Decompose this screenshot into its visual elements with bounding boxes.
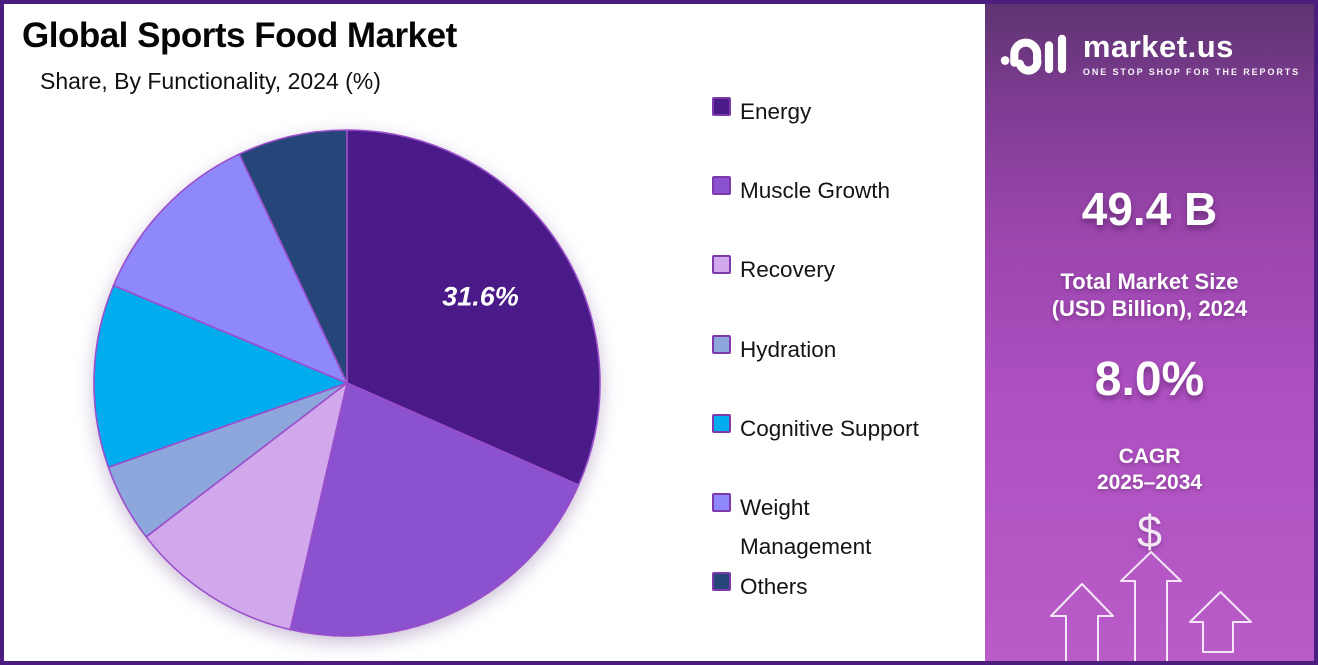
- pie-data-label-energy: 31.6%: [442, 281, 519, 311]
- legend-label: Recovery: [740, 257, 836, 282]
- sidebar: market.us ONE STOP SHOP FOR THE REPORTS …: [985, 4, 1314, 661]
- brand-tagline: ONE STOP SHOP FOR THE REPORTS: [1082, 67, 1301, 77]
- legend-swatch-cognitive-support: [712, 414, 731, 433]
- legend-item-energy: Energy: [712, 93, 811, 132]
- legend-label: Muscle Growth: [740, 178, 891, 203]
- legend-swatch-hydration: [712, 335, 731, 354]
- pie-slice-cognitive-support: [93, 284, 348, 468]
- legend-item-recovery: Recovery: [712, 251, 835, 290]
- legend-swatch-energy: [712, 97, 731, 116]
- legend-label: Hydration: [740, 337, 837, 362]
- legend-label: Others: [740, 574, 808, 599]
- market-size-value: 49.4 B: [1081, 183, 1218, 235]
- pie-chart: 31.6%: [93, 129, 601, 637]
- legend-label: Energy: [740, 99, 812, 124]
- legend-label: Cognitive Support: [740, 416, 919, 441]
- dollar-icon: $: [1136, 506, 1163, 557]
- pie-slice-weight-management: [112, 153, 348, 384]
- legend-item-cognitive-support: Cognitive Support: [712, 410, 919, 449]
- legend-item-weight-management: Weight Management: [712, 489, 871, 566]
- legend-item-others: Others: [712, 568, 808, 607]
- brand-name: market.us: [1082, 29, 1234, 64]
- legend: Energy Muscle Growth Recovery Hydration Cogn…: [712, 4, 987, 661]
- legend-item-muscle-growth: Muscle Growth: [712, 172, 890, 211]
- legend-swatch-muscle-growth: [712, 176, 731, 195]
- legend-item-hydration: Hydration: [712, 331, 836, 370]
- legend-label: Weight Management: [740, 495, 872, 559]
- pie-slice-others: [238, 129, 348, 384]
- legend-swatch-others: [712, 572, 731, 591]
- pie-slice-energy: [346, 129, 601, 486]
- marketus-logo-icon: [1000, 34, 1066, 75]
- legend-swatch-weight-management: [712, 493, 731, 512]
- pie-slice-recovery: [145, 382, 348, 631]
- growth-arrows-icon: [1050, 551, 1252, 661]
- brand-logo: market.us ONE STOP SHOP FOR THE REPORTS: [985, 28, 1314, 80]
- page-title: Global Sports Food Market: [22, 16, 457, 55]
- page-subtitle: Share, By Functionality, 2024 (%): [40, 68, 381, 94]
- legend-swatch-recovery: [712, 255, 731, 274]
- pie-slice-muscle-growth: [289, 382, 580, 637]
- cagr-label: CAGR 2025–2034: [1096, 445, 1203, 494]
- cagr-value: 8.0%: [1094, 353, 1205, 406]
- market-size-label: Total Market Size (USD Billion), 2024: [1051, 269, 1248, 321]
